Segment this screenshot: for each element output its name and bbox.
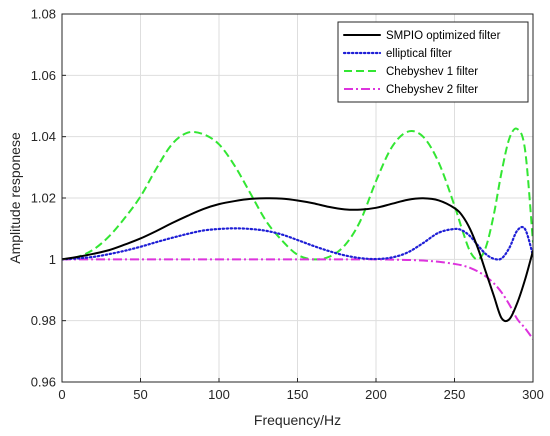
y-tick-label: 1 [49, 252, 56, 267]
x-tick-label: 50 [133, 387, 147, 402]
y-tick-label: 1.08 [31, 7, 56, 22]
x-tick-label: 250 [444, 387, 466, 402]
x-tick-label: 200 [365, 387, 387, 402]
x-axis-title: Frequency/Hz [254, 412, 341, 428]
y-tick-label: 0.98 [31, 313, 56, 328]
series-line-smpio-optimized-filter [62, 197, 533, 323]
y-axis-title: Amplitude responese [7, 132, 23, 264]
series-line-chebyshev-2-filter [62, 258, 533, 340]
legend-label: Chebyshev 2 filter [386, 84, 478, 96]
series-line-elliptical-filter [62, 225, 533, 261]
series-lines [62, 127, 533, 340]
series-line-chebyshev-1-filter [62, 127, 533, 261]
legend: SMPIO optimized filter elliptical filter C… [337, 21, 529, 103]
x-tick-label: 0 [58, 387, 65, 402]
y-tick-label: 1.06 [31, 68, 56, 83]
y-tick-label: 1.02 [31, 191, 56, 206]
axis-ticks: 0 50 100 150 200 250 300 0.96 0.98 1 1.02 1.04 1.06 1… [31, 7, 544, 403]
x-tick-label: 100 [208, 387, 230, 402]
legend-label: Chebyshev 1 filter [386, 66, 478, 78]
legend-label: SMPIO optimized filter [386, 30, 501, 42]
y-tick-label: 0.96 [31, 375, 56, 390]
y-tick-label: 1.04 [31, 129, 56, 144]
legend-label: elliptical filter [386, 48, 452, 60]
x-tick-label: 150 [287, 387, 309, 402]
x-tick-label: 300 [522, 387, 544, 402]
